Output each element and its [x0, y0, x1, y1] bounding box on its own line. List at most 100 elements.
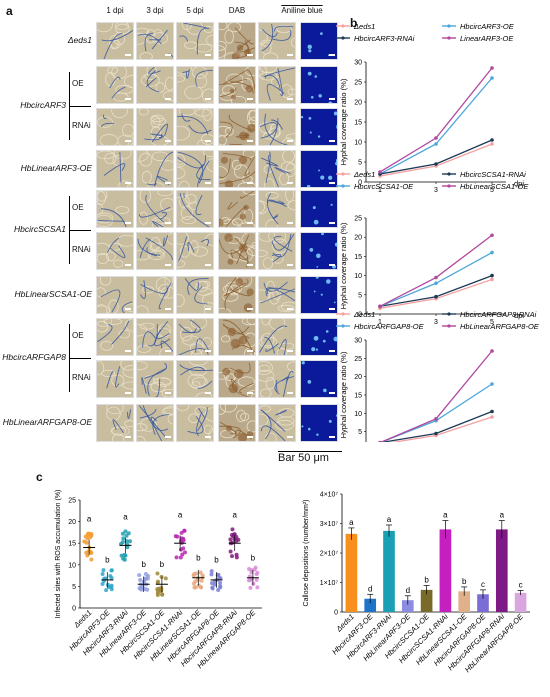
micrograph-scale-bar: [165, 222, 171, 224]
brightfield-micrograph: [136, 108, 174, 146]
legend-marker: [341, 312, 345, 316]
micrograph-scale-bar: [247, 54, 253, 56]
y-tick-label: 10: [354, 273, 362, 280]
column-header-4: Aniline blue: [281, 6, 323, 15]
brightfield-micrograph: [96, 150, 134, 188]
scatter-point: [230, 554, 235, 559]
y-tick-label: 1×10⁷: [320, 580, 339, 587]
aniline-brightfield-micrograph: [258, 360, 296, 398]
row-label: Δeds1: [67, 35, 92, 45]
scatter-point: [122, 552, 127, 557]
group-divider: [69, 230, 91, 231]
data-point: [434, 417, 438, 421]
scatter-point: [89, 551, 94, 556]
aniline-brightfield-micrograph: [258, 190, 296, 228]
y-tick-label: 3×10⁷: [320, 521, 339, 528]
scatter-point: [218, 576, 223, 581]
micrograph-scale-bar: [287, 264, 293, 266]
scatter-point: [180, 552, 185, 557]
data-point: [490, 382, 494, 386]
scatter-point: [254, 577, 259, 582]
brightfield-micrograph: [176, 66, 214, 104]
significance-letter: a: [178, 510, 183, 519]
panel-b-letter: b: [350, 16, 358, 30]
group-label: HbcircSCSA1: [14, 224, 66, 234]
series-line: [379, 350, 493, 442]
aniline-brightfield-micrograph: [258, 404, 296, 442]
group-divider: [69, 358, 91, 359]
significance-letter: b: [105, 556, 110, 565]
significance-letter: a: [232, 510, 237, 519]
y-tick-label: 30: [354, 60, 362, 67]
data-point: [434, 281, 438, 286]
micrograph-scale-bar: [165, 436, 171, 438]
significance-letter: d: [368, 584, 372, 593]
scatter-point: [104, 588, 109, 593]
dab-micrograph: [218, 108, 256, 146]
scatter-point: [137, 586, 142, 591]
data-point: [490, 349, 494, 353]
data-point: [434, 136, 438, 140]
legend-label: Δeds1: [353, 310, 375, 319]
brightfield-micrograph: [96, 318, 134, 356]
legend-label: HbcircARF3-RNAi: [354, 34, 415, 43]
brightfield-micrograph: [96, 66, 134, 104]
significance-letter: c: [519, 580, 523, 589]
y-tick-label: 0: [358, 180, 362, 187]
scatter-point: [89, 557, 94, 562]
micrograph-scale-bar: [165, 392, 171, 394]
y-tick-label: 25: [68, 498, 76, 505]
scatter-point: [209, 572, 214, 577]
aniline-brightfield-micrograph: [258, 318, 296, 356]
micrograph-scale-bar: [329, 392, 335, 394]
micrograph-scale-bar: [205, 140, 211, 142]
row-sublabel: RNAi: [72, 373, 91, 382]
line-chart-0: Δeds1 HbcircARF3-RNAi HbcircARF3-OE LinearA…: [336, 22, 524, 194]
x-tick-label: 5: [490, 187, 494, 194]
x-axis-label: dpi: [514, 179, 524, 188]
row-sublabel: RNAi: [72, 245, 91, 254]
aniline-fluorescence-micrograph: [300, 404, 338, 442]
legend-marker: [447, 36, 451, 40]
y-tick-label: 5: [358, 292, 362, 299]
ros-scatter-chart: 0 5 10 15 20 25 Infected sites with ROS accumu…: [55, 490, 262, 670]
legend-marker: [341, 172, 345, 176]
panel-b-line-charts: Δeds1 HbcircARF3-RNAi HbcircARF3-OE LinearA…: [336, 22, 540, 442]
legend-marker: [447, 172, 451, 176]
scatter-point: [230, 527, 235, 532]
scatter-point: [174, 555, 179, 560]
scatter-point: [255, 570, 260, 575]
y-tick-label: 15: [354, 393, 362, 400]
data-point: [490, 76, 494, 80]
y-tick-label: 15: [354, 254, 362, 261]
y-tick-label: 5: [358, 429, 362, 436]
y-tick-label: 15: [354, 120, 362, 127]
micrograph-scale-bar: [205, 222, 211, 224]
micrograph-scale-bar: [205, 308, 211, 310]
significance-letter: a: [500, 511, 505, 520]
micrograph-scale-bar: [329, 350, 335, 352]
series-line: [379, 274, 493, 307]
scatter-point: [181, 546, 186, 551]
scatter-point: [228, 537, 233, 542]
column-header-1: 3 dpi: [146, 6, 164, 15]
y-axis-label: Hyphal coverage ratio (%): [339, 78, 348, 165]
panel-a-letter: a: [6, 4, 13, 18]
scatter-point: [216, 588, 221, 593]
data-point: [434, 275, 438, 280]
scatter-point: [120, 540, 125, 545]
brightfield-micrograph: [176, 190, 214, 228]
scatter-point: [143, 587, 148, 592]
scatter-point: [109, 568, 114, 573]
micrograph-scale-bar: [205, 98, 211, 100]
scatter-point: [137, 573, 142, 578]
scatter-point: [199, 578, 204, 583]
dab-micrograph: [218, 232, 256, 270]
aniline-brightfield-micrograph: [258, 232, 296, 270]
bar: [495, 529, 508, 612]
y-tick-label: 10: [354, 140, 362, 147]
legend-marker: [447, 324, 451, 328]
line-chart-1: Δeds1 HbcircSCSA1-OE HbcircSCSA1-RNAi HbLin…: [336, 170, 529, 326]
y-axis-label: Callose depositions (number/mm²): [303, 500, 310, 607]
data-point: [490, 142, 494, 146]
